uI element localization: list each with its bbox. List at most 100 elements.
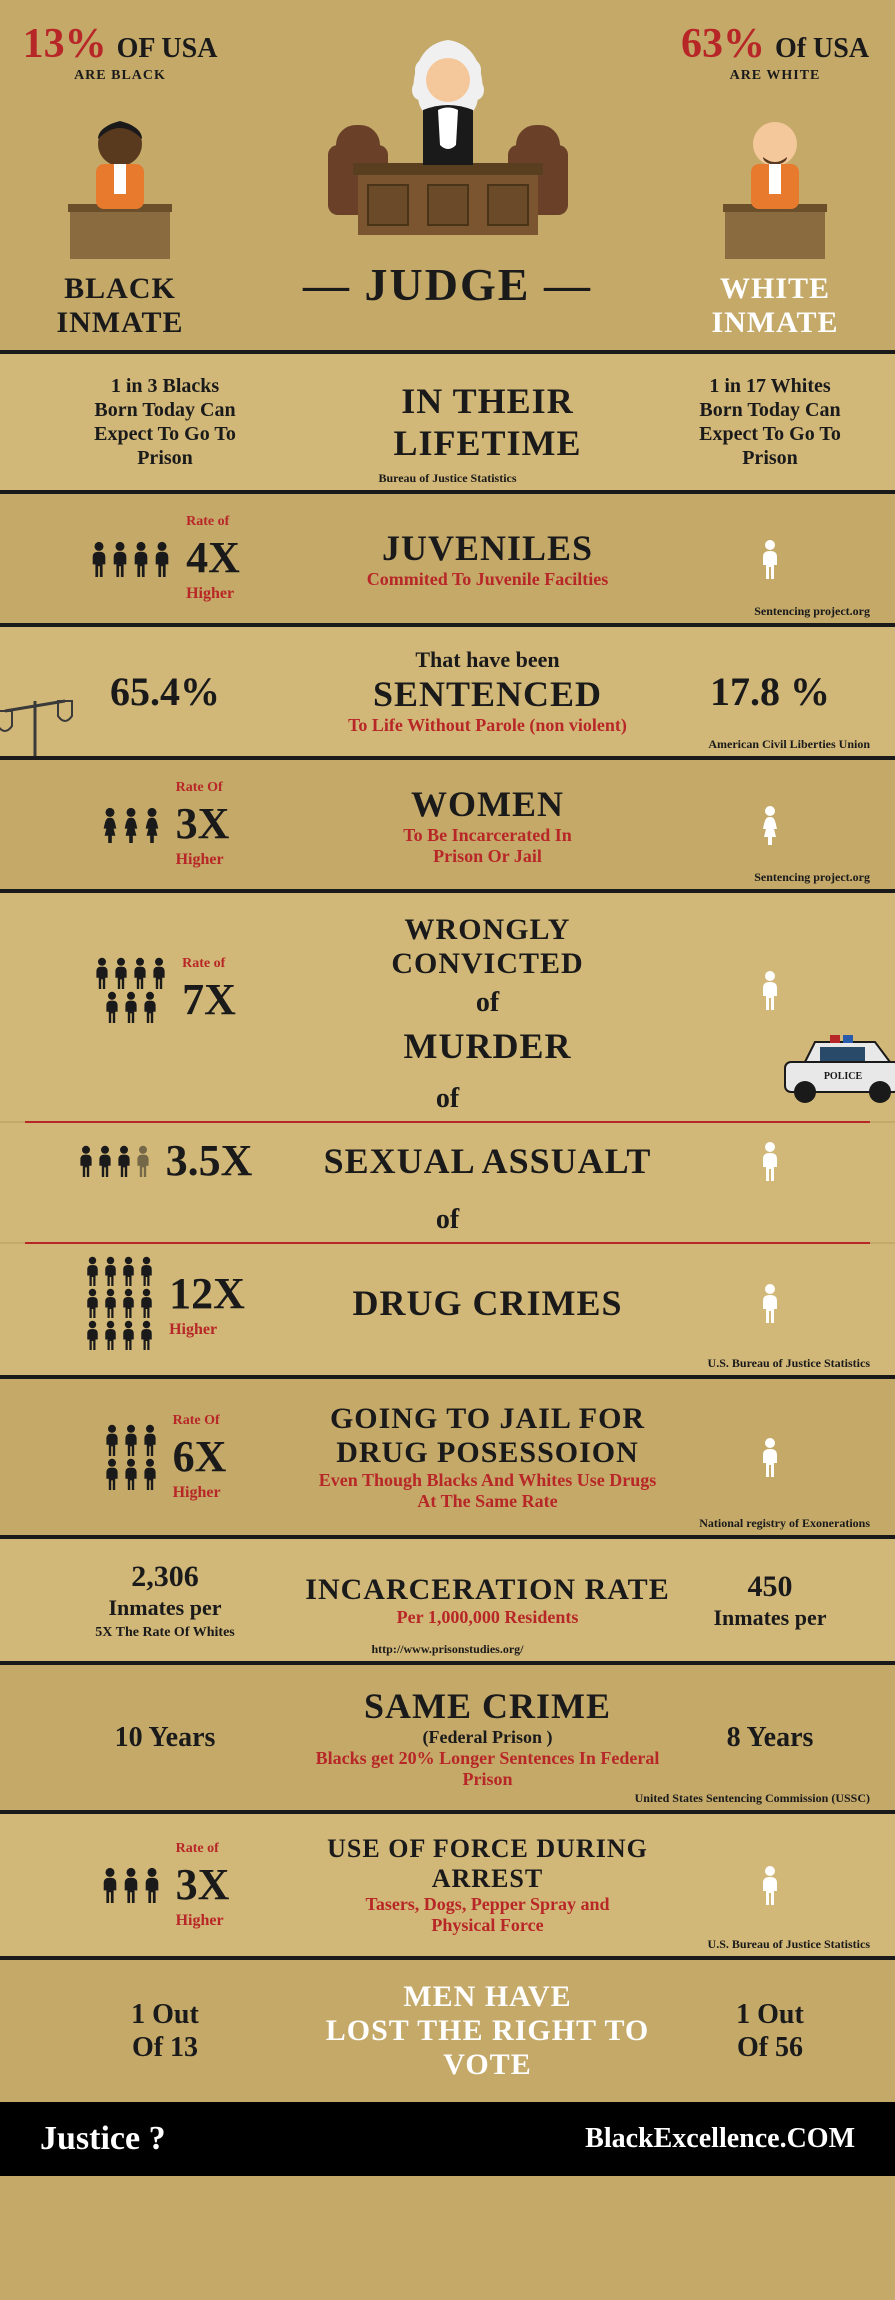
jaildrug-title: GOING TO JAIL FOR DRUG POSESSOION [305, 1402, 670, 1470]
samecrime-left: 10 Years [115, 1721, 216, 1755]
juveniles-mult: 4X [186, 532, 240, 583]
women-people-icon [101, 807, 161, 843]
samecrime-source: United States Sentencing Commission (USS… [635, 1791, 870, 1806]
juveniles-sub: Commited To Juvenile Facilties [305, 569, 670, 590]
assault-mult: 3.5X [166, 1135, 253, 1186]
inc-right-num: 450 [747, 1570, 792, 1603]
juveniles-white-person-icon [760, 539, 780, 579]
wrongly-of1: of [305, 981, 670, 1025]
assault-people-icon [78, 1145, 151, 1177]
row-vote: 1 Out Of 13 MEN HAVE LOST THE RIGHT TO V… [0, 1956, 895, 2102]
force-mult: 3X [176, 1859, 230, 1910]
lifetime-source: Bureau of Justice Statistics [378, 471, 516, 486]
force-higher: Higher [176, 1912, 224, 1930]
juveniles-rateof: Rate of [186, 514, 229, 530]
vote-right: 1 Out Of 56 [736, 1998, 804, 2065]
juveniles-title: JUVENILES [305, 527, 670, 569]
women-mult: 3X [176, 798, 230, 849]
force-source: U.S. Bureau of Justice Statistics [708, 1937, 870, 1952]
sentenced-left: 65.4% [110, 668, 220, 715]
force-white-person-icon [760, 1865, 780, 1905]
judge-title: — JUDGE — [220, 258, 675, 311]
jaildrug-higher: Higher [173, 1484, 221, 1502]
row-jaildrug: Rate Of 6X Higher GOING TO JAIL FOR DRUG… [0, 1375, 895, 1535]
header: 13% OF USA ARE BLACK BLACK INMATE [0, 0, 895, 350]
right-pct: 63% [681, 21, 765, 67]
row-lifetime: 1 in 3 Blacks Born Today Can Expect To G… [0, 350, 895, 490]
drugcrimes-white-person-icon [760, 1283, 780, 1323]
vote-left: 1 Out Of 13 [131, 1998, 199, 2065]
inc-source: http://www.prisonstudies.org/ [371, 1642, 523, 1657]
assault-title: SEXUAL ASSUALT [305, 1140, 670, 1182]
juveniles-source: Sentencing project.org [754, 604, 870, 619]
row-force: Rate of 3X Higher USE OF FORCE DURING AR… [0, 1810, 895, 1956]
samecrime-title: SAME CRIME [305, 1685, 670, 1727]
jaildrug-sub: Even Though Blacks And Whites Use Drugs … [305, 1470, 670, 1512]
drugcrimes-mult: 12X [169, 1268, 245, 1319]
inc-left-num: 2,306 [131, 1560, 199, 1593]
women-higher: Higher [176, 851, 224, 869]
jaildrug-rateof: Rate Of [173, 1413, 220, 1429]
wrongly-rateof: Rate of [182, 956, 225, 972]
row-assault: 3.5X SEXUAL ASSUALT [0, 1123, 895, 1198]
inc-left-unit: Inmates per [108, 1595, 221, 1620]
lifetime-right: 1 in 17 Whites Born Today Can Expect To … [699, 374, 841, 470]
black-inmate-label: BLACK INMATE [20, 272, 220, 340]
wrongly-higher: Higher [169, 1321, 217, 1339]
juveniles-higher: Higher [186, 585, 234, 603]
left-of: OF USA [117, 33, 218, 64]
women-rateof: Rate Of [176, 780, 223, 796]
right-stat: 63% Of USA ARE WHITE WHITE INMATE [675, 20, 875, 340]
sentenced-right: 17.8 % [710, 668, 830, 715]
inc-right-unit: Inmates per [713, 1605, 826, 1630]
juveniles-people-icon [90, 541, 171, 577]
left-stat: 13% OF USA ARE BLACK BLACK INMATE [20, 20, 220, 340]
wrongly-source: U.S. Bureau of Justice Statistics [708, 1356, 870, 1371]
drugcrimes-title: DRUG CRIMES [305, 1282, 670, 1324]
svg-text:POLICE: POLICE [824, 1071, 863, 1082]
jaildrug-source: National registry of Exonerations [699, 1516, 870, 1531]
women-white-person-icon [760, 805, 780, 845]
murder-mult: 7X [182, 974, 236, 1025]
white-inmate-label: WHITE INMATE [675, 272, 875, 340]
wrongly-title: WRONGLY CONVICTED [305, 913, 670, 981]
justice-question: Justice ? [40, 2120, 166, 2158]
force-sub: Tasers, Dogs, Pepper Spray and Physical … [305, 1894, 670, 1936]
sentenced-mid1: That have been [305, 647, 670, 673]
white-defendant-icon [705, 99, 845, 259]
force-people-icon [101, 1867, 161, 1903]
jaildrug-white-person-icon [760, 1437, 780, 1477]
black-defendant-icon [50, 99, 190, 259]
women-sub: To Be Incarcerated In Prison Or Jail [305, 825, 670, 867]
sentenced-source: American Civil Liberties Union [708, 737, 870, 752]
jaildrug-mult: 6X [173, 1431, 227, 1482]
row-women: Rate Of 3X Higher WOMEN To Be Incarcerat… [0, 756, 895, 889]
left-pct: 13% [23, 21, 107, 67]
left-sub: ARE BLACK [20, 68, 220, 84]
wrongly-of2: of [0, 1077, 895, 1121]
samecrime-right: 8 Years [727, 1721, 814, 1755]
murder-people-icon [94, 957, 167, 1023]
right-of: Of USA [775, 33, 869, 64]
sentenced-title: SENTENCED [305, 673, 670, 715]
row-incarceration: 2,306 Inmates per 5X The Rate Of Whites … [0, 1535, 895, 1661]
women-title: WOMEN [305, 783, 670, 825]
force-title: USE OF FORCE DURING ARREST [305, 1834, 670, 1894]
lifetime-title: IN THEIR LIFETIME [305, 380, 670, 464]
row-sentenced: 65.4% That have been SENTENCED To Life W… [0, 623, 895, 756]
judge-block: — JUDGE — [220, 20, 675, 311]
jaildrug-people-icon [104, 1424, 158, 1490]
row-drugcrimes: 12X Higher DRUG CRIMES U.S. Bureau of Ju… [0, 1244, 895, 1375]
footer: Justice ? BlackExcellence.COM [0, 2102, 895, 2176]
row-samecrime: 10 Years SAME CRIME (Federal Prison ) Bl… [0, 1661, 895, 1810]
row-juveniles: Rate of 4X Higher JUVENILES Commited To … [0, 490, 895, 623]
inc-title: INCARCERATION RATE [305, 1573, 670, 1607]
murder-white-person-icon [760, 970, 780, 1010]
women-source: Sentencing project.org [754, 870, 870, 885]
right-sub: ARE WHITE [675, 68, 875, 84]
murder-title: MURDER [305, 1025, 670, 1067]
inc-left-sub: 5X The Rate Of Whites [95, 1625, 234, 1641]
vote-title: MEN HAVE LOST THE RIGHT TO VOTE [305, 1980, 670, 2082]
police-car-icon: POLICE [775, 1027, 895, 1107]
site-name: BlackExcellence.COM [585, 2123, 855, 2155]
